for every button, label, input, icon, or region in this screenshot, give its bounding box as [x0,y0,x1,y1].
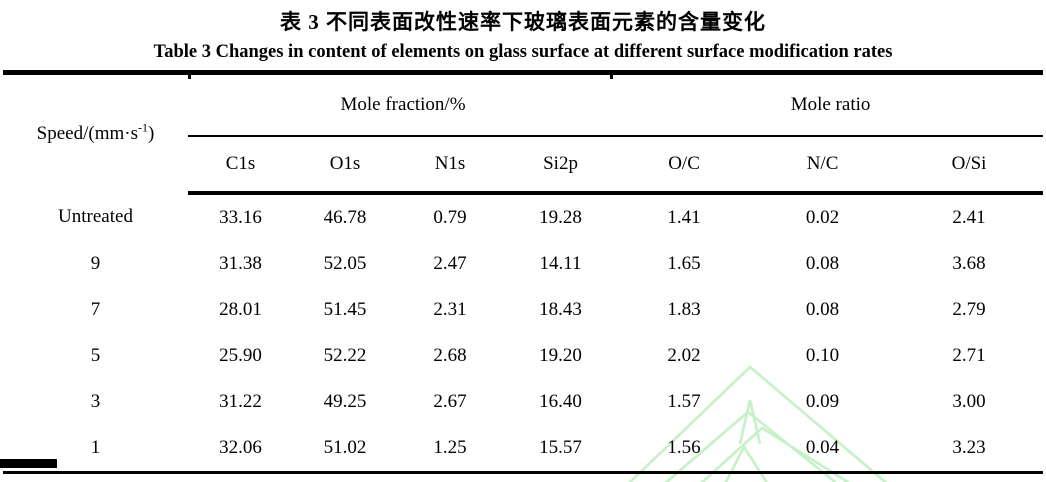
table-row: 3 31.22 49.25 2.67 16.40 1.57 0.09 3.00 [3,379,1043,425]
value-cell: 1.65 [667,253,701,274]
value-cell: 52.22 [323,345,367,366]
value-cell: 0.09 [805,391,840,412]
speed-header-close: ) [148,123,155,144]
table-title-chinese: 表 3 不同表面改性速率下玻璃表面元素的含量变化 [280,10,766,34]
speed-cell: 7 [90,299,101,320]
value-cell: 1.25 [397,425,503,474]
value-cell: 0.08 [805,299,840,320]
speed-header-superscript: -1 [138,120,148,135]
value-cell: 16.40 [539,391,582,412]
value-cell: 32.06 [188,425,293,474]
table-row: 9 31.38 52.05 2.47 14.11 1.65 0.08 3.68 [3,241,1043,287]
value-cell: 0.08 [805,253,840,274]
speed-cell: 5 [90,345,101,366]
speed-cell: Untreated [58,206,133,227]
column-header-si2p: Si2p [503,136,619,195]
value-cell: 0.02 [805,207,840,228]
column-header-osi: O/Si [895,136,1044,195]
speed-cell: 3 [90,391,101,412]
value-cell: 1.57 [667,391,701,412]
value-cell: 28.01 [219,299,262,320]
table-row: 1 32.06 51.02 1.25 15.57 1.56 0.04 3.23 [3,425,1044,474]
value-cell: 51.45 [323,299,367,320]
value-cell: 0.79 [433,207,467,228]
value-cell: 3.68 [952,253,986,274]
column-header-nc: N/C [750,136,896,195]
value-cell: 15.57 [503,425,619,474]
column-header-o1s: O1s [293,136,397,195]
table-row: Untreated 33.16 46.78 0.79 19.28 1.41 0.… [3,193,1043,241]
value-cell: 2.68 [433,345,467,366]
value-cell: 25.90 [219,345,262,366]
value-cell: 33.16 [219,207,262,228]
value-cell: 2.71 [952,345,986,366]
value-cell: 0.04 [750,425,896,474]
value-cell: 18.43 [539,299,582,320]
speed-column-header: Speed/(mm·s-1) [3,73,188,194]
column-header-n1s: N1s [397,136,503,195]
value-cell: 1.41 [667,207,701,228]
value-cell: 0.10 [805,345,840,366]
value-cell: 1.83 [667,299,701,320]
value-cell: 2.79 [952,299,986,320]
value-cell: 31.22 [219,391,262,412]
value-cell: 51.02 [293,425,397,474]
value-cell: 2.47 [433,253,467,274]
value-cell: 19.20 [539,345,582,366]
speed-cell: 9 [90,253,101,274]
bottom-rule-thick-segment [0,459,57,468]
column-header-oc: O/C [618,136,751,195]
value-cell: 19.28 [539,207,582,228]
value-cell: 3.00 [952,391,986,412]
value-cell: 3.23 [895,425,1044,474]
value-cell: 14.11 [539,253,582,274]
value-cell: 2.41 [952,207,986,228]
value-cell: 2.67 [433,391,467,412]
value-cell: 1.56 [618,425,751,474]
value-cell: 46.78 [323,207,367,228]
speed-header-base: Speed/(mm·s [36,123,138,144]
group-header-mole-ratio: Mole ratio [618,72,1044,137]
value-cell: 2.31 [433,299,467,320]
column-header-c1s: C1s [188,136,293,195]
value-cell: 2.02 [667,345,701,366]
value-cell: 52.05 [323,253,367,274]
table-title-english: Table 3 Changes in content of elements o… [153,42,893,62]
value-cell: 31.38 [219,253,262,274]
table-row: 5 25.90 52.22 2.68 19.20 2.02 0.10 2.71 [3,333,1043,379]
group-header-mole-fraction: Mole fraction/% [188,72,619,137]
table-row: 7 28.01 51.45 2.31 18.43 1.83 0.08 2.79 [3,287,1043,333]
value-cell: 49.25 [323,391,367,412]
elements-content-table: Speed/(mm·s-1) Mole fraction/% Mole rati… [3,70,1044,474]
